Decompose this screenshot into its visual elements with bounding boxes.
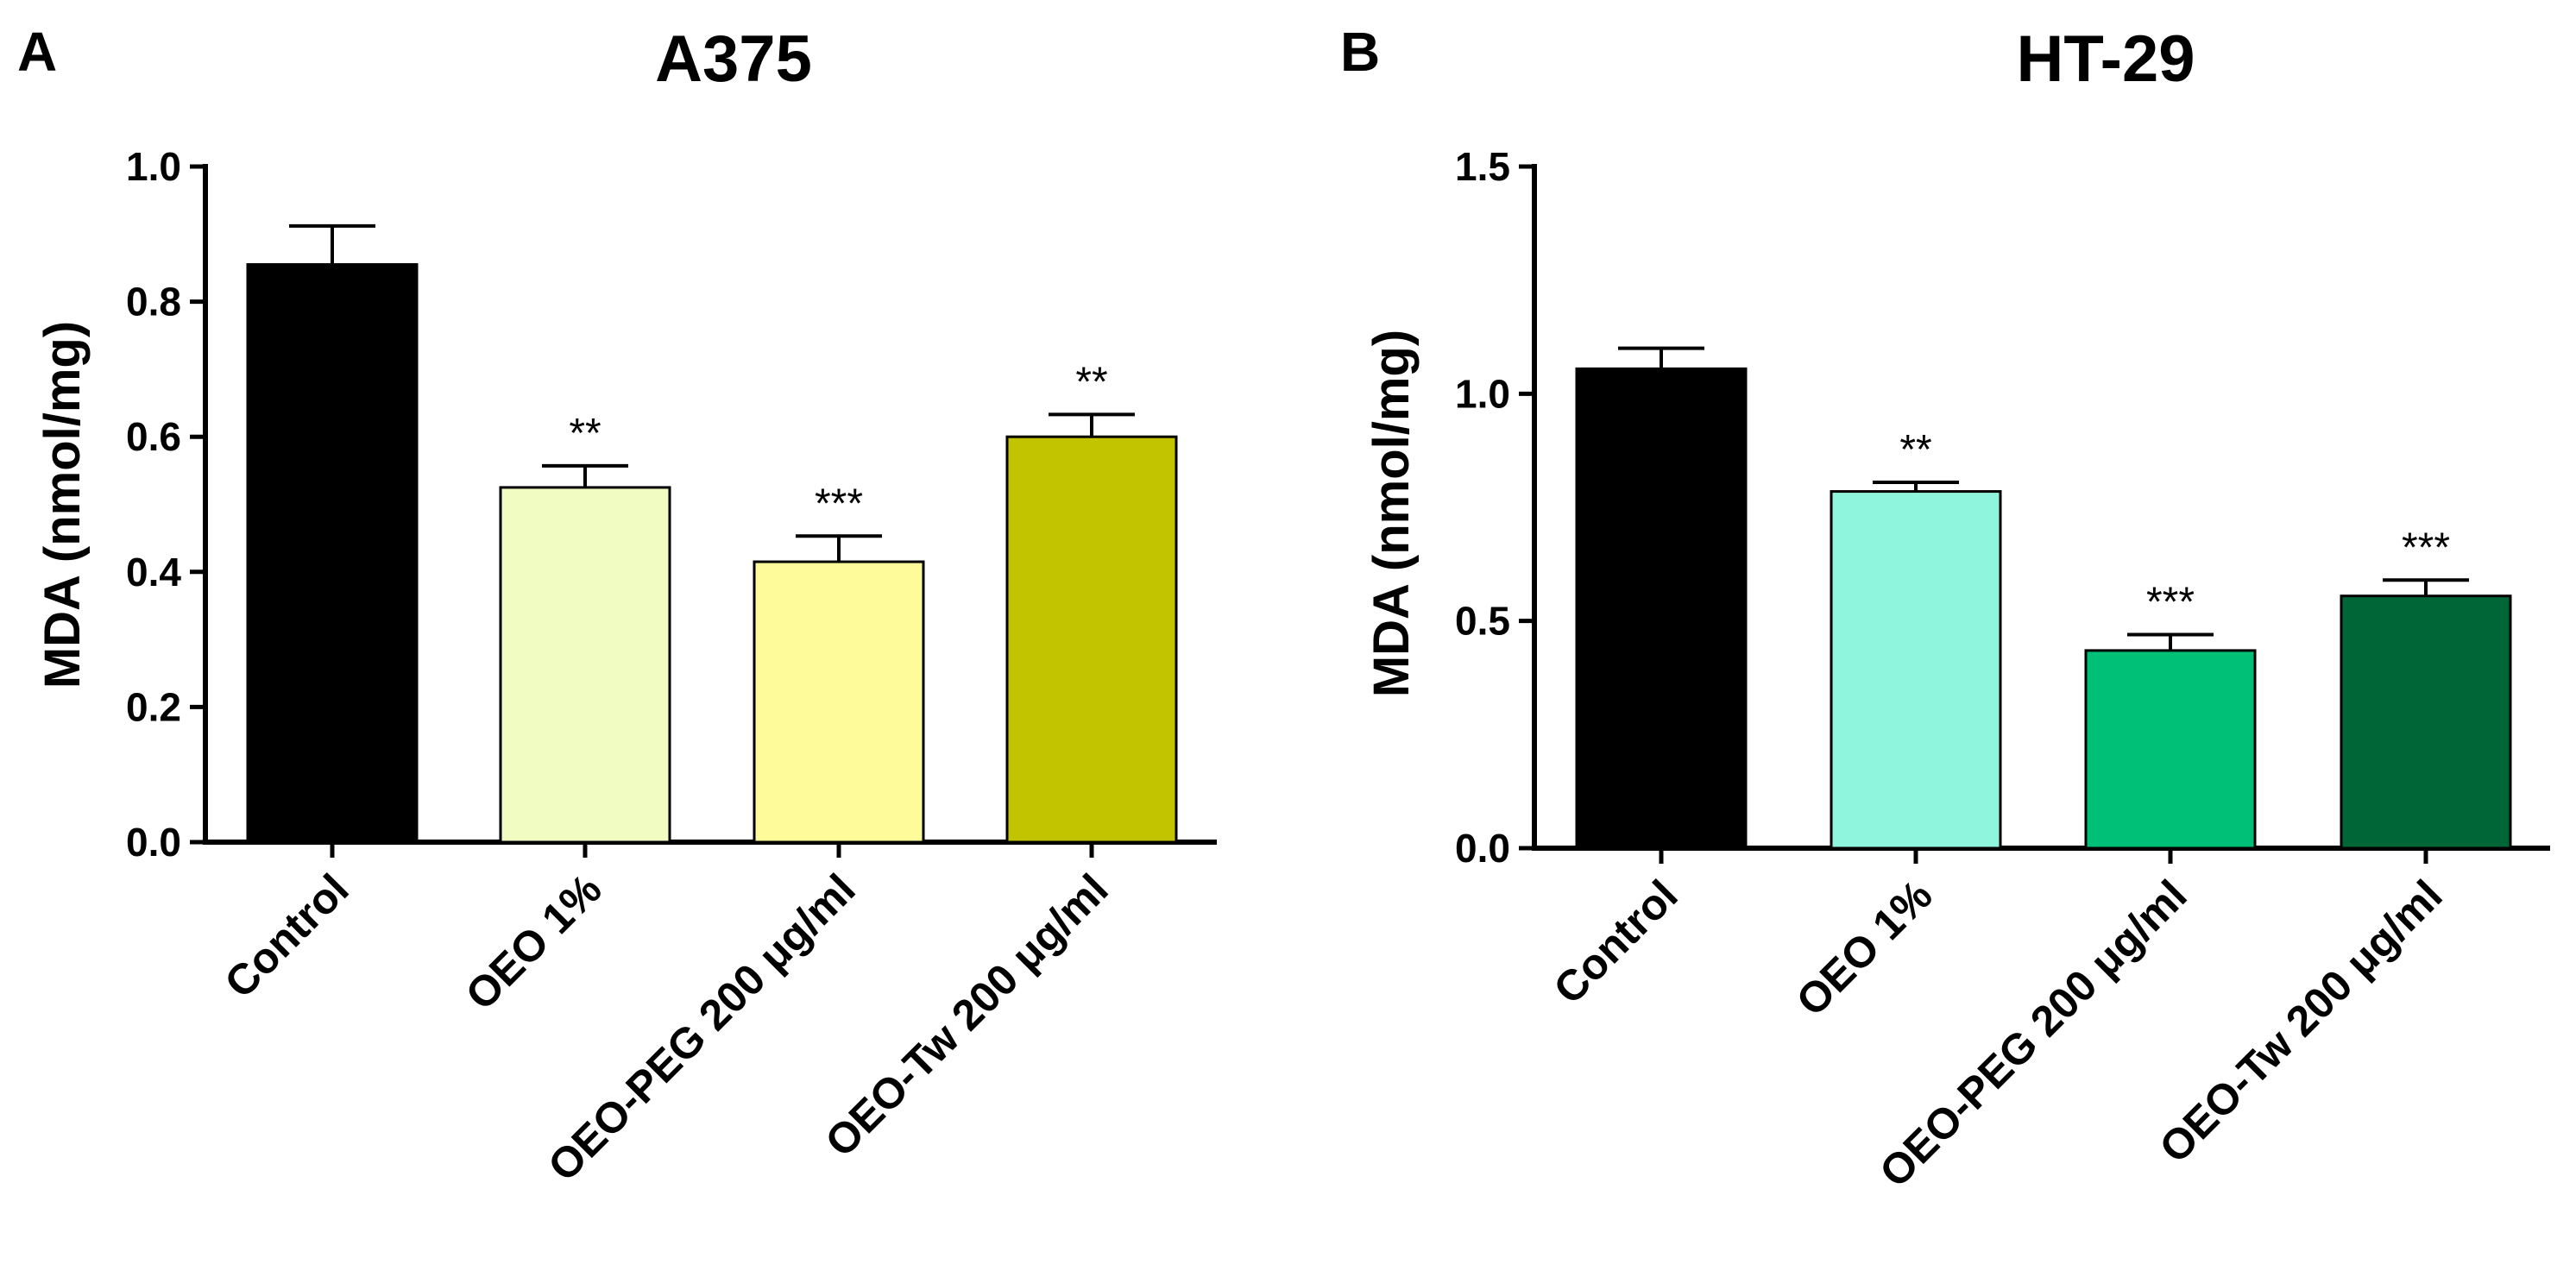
panel-b: B HT-29 MDA (nmol/mg) 0.0 0.5 1.0 1.5 Contro… (1340, 21, 2550, 1197)
x-tick-label: OEO-Tw 200 μg/ml (816, 865, 1117, 1166)
y-tick-label: 0.6 (126, 414, 181, 459)
significance-marker: *** (2402, 525, 2450, 570)
y-tick-label: 1.0 (126, 144, 181, 189)
chart-title-a375: A375 (655, 22, 812, 96)
significance-marker: ** (1899, 427, 1931, 473)
y-tick-label: 0.8 (126, 280, 181, 324)
y-axis-label-a: MDA (nmol/mg) (35, 321, 91, 689)
panel-letter-b: B (1340, 21, 1380, 83)
panel-a: A A375 MDA (nmol/mg) 0.0 0.2 0.4 0.6 0.8 1.0 C… (17, 21, 1217, 1191)
x-tick-label: OEO 1% (1787, 871, 1942, 1025)
panel-letter-a: A (17, 21, 57, 83)
bar-oeo-peg-200-g-ml (2084, 649, 2257, 850)
significance-marker: ** (1075, 359, 1107, 405)
chart-title-ht29: HT-29 (2017, 22, 2195, 96)
y-tick-label: 0.2 (126, 684, 181, 729)
y-axis-label-b: MDA (nmol/mg) (1364, 330, 1420, 697)
significance-marker: *** (815, 481, 863, 526)
bar-oeo-peg-200-g-ml (753, 560, 925, 844)
x-tick-label: OEO 1% (457, 865, 611, 1019)
bar-oeo-tw-200-g-ml (2340, 594, 2512, 850)
bar-control (246, 263, 419, 844)
bar-control (1575, 367, 1748, 850)
significance-marker: ** (569, 411, 601, 456)
x-tick-label: OEO-Tw 200 μg/ml (2150, 871, 2451, 1172)
x-tick-label: Control (216, 865, 358, 1007)
bar-oeo-tw-200-g-ml (1005, 435, 1178, 844)
y-tick-label: 0.5 (1455, 599, 1510, 644)
bar-oeo-1 (1830, 490, 2002, 850)
y-tick-label: 0.0 (1455, 826, 1510, 871)
y-tick-label: 1.5 (1455, 144, 1510, 189)
bar-oeo-1 (499, 486, 671, 844)
y-tick-label: 0.4 (126, 550, 181, 594)
x-tick-label: Control (1545, 871, 1687, 1013)
y-tick-label: 1.0 (1455, 371, 1510, 416)
y-tick-label: 0.0 (126, 820, 181, 865)
significance-marker: *** (2146, 579, 2195, 625)
